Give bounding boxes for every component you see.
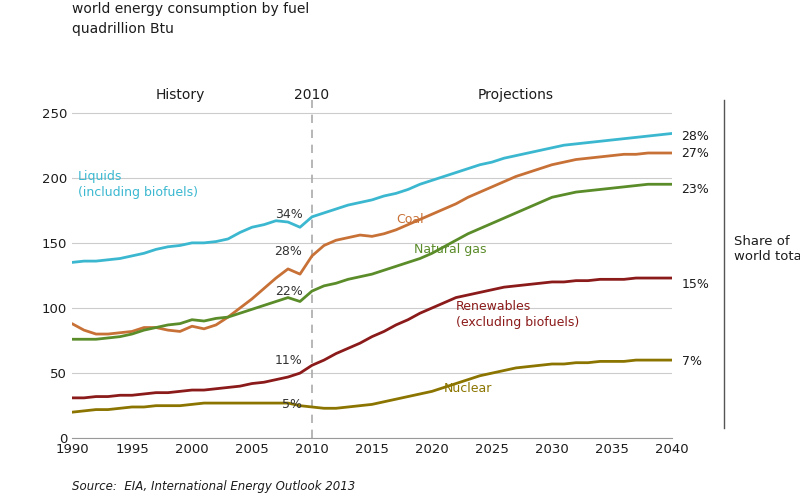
Text: Projections: Projections <box>478 88 554 102</box>
Text: Share of
world total: Share of world total <box>734 235 800 263</box>
Text: 23%: 23% <box>682 183 710 196</box>
Text: Nuclear: Nuclear <box>444 382 492 395</box>
Text: 5%: 5% <box>282 398 302 411</box>
Text: Coal: Coal <box>396 213 424 226</box>
Text: 7%: 7% <box>682 355 702 368</box>
Text: quadrillion Btu: quadrillion Btu <box>72 22 174 36</box>
Text: world energy consumption by fuel: world energy consumption by fuel <box>72 2 310 16</box>
Text: 34%: 34% <box>274 208 302 221</box>
Text: Natural gas: Natural gas <box>414 243 486 256</box>
Text: 2010: 2010 <box>294 88 330 102</box>
Text: 27%: 27% <box>682 146 710 159</box>
Text: Liquids
(including biofuels): Liquids (including biofuels) <box>78 170 198 199</box>
Text: History: History <box>155 88 205 102</box>
Text: 28%: 28% <box>274 246 302 258</box>
Text: 22%: 22% <box>274 284 302 298</box>
Text: 15%: 15% <box>682 278 710 291</box>
Text: 11%: 11% <box>274 354 302 367</box>
Text: Renewables
(excluding biofuels): Renewables (excluding biofuels) <box>456 300 579 329</box>
Text: Source:  EIA, International Energy Outlook 2013: Source: EIA, International Energy Outloo… <box>72 480 355 493</box>
Text: 28%: 28% <box>682 129 710 142</box>
